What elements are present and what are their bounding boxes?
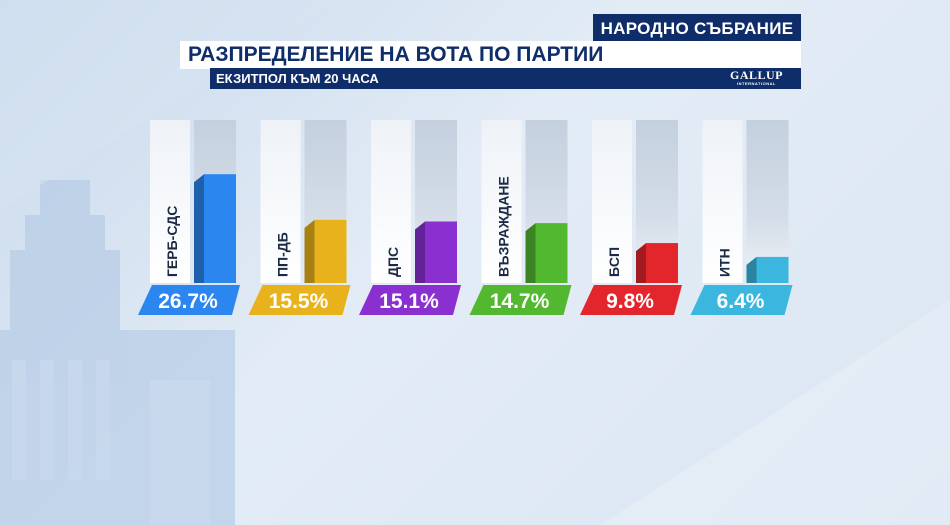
category-label: ДПС	[385, 247, 401, 277]
value-label: 14.7%	[490, 290, 550, 313]
value-badge	[248, 285, 351, 315]
value-badge	[690, 285, 793, 315]
value-badge	[469, 285, 572, 315]
bar-group: ВЪЗРАЖДАНЕ 14.7%	[469, 120, 572, 315]
logo-text: GALLUP	[729, 68, 783, 82]
category-label: БСП	[606, 247, 622, 277]
gallup-logo: GALLUP INTERNATIONAL	[730, 69, 783, 86]
category-tag	[702, 120, 743, 283]
category-label: ВЪЗРАЖДАНЕ	[496, 176, 512, 277]
value-label: 15.1%	[379, 290, 439, 313]
category-tag	[371, 120, 411, 283]
bar	[204, 174, 236, 283]
value-label: 26.7%	[158, 290, 218, 313]
value-label: 9.8%	[606, 290, 654, 313]
bar	[756, 256, 789, 283]
value-badge	[359, 285, 461, 315]
category-tag	[592, 120, 632, 283]
bar-group: ПП-ДБ 15.5%	[248, 120, 351, 315]
bar	[314, 219, 347, 283]
category-tag	[481, 120, 522, 283]
bar-group: ГЕРБ-СДС 26.7%	[138, 120, 240, 315]
value-badge	[138, 285, 240, 315]
value-label: 6.4%	[717, 290, 765, 313]
bar-group: ИТН 6.4%	[690, 120, 793, 315]
bar	[425, 221, 457, 283]
chart-title: РАЗПРЕДЕЛЕНИЕ НА ВОТА ПО ПАРТИИ	[180, 41, 801, 69]
bar-side	[746, 256, 757, 283]
category-tag	[260, 120, 301, 283]
bar-side	[415, 221, 425, 283]
bar-side	[304, 219, 315, 283]
bar-group: БСП 9.8%	[580, 120, 682, 315]
logo-subtext: INTERNATIONAL	[737, 81, 776, 86]
chart-subtitle-bar: ЕКЗИТПОЛ КЪМ 20 ЧАСА GALLUP INTERNATIONA…	[210, 68, 801, 89]
category-label: ГЕРБ-СДС	[164, 206, 180, 277]
bar-track	[746, 120, 789, 283]
section-tag: НАРОДНО СЪБРАНИЕ	[593, 14, 801, 44]
bar-group: ДПС 15.1%	[359, 120, 461, 315]
category-tag	[150, 120, 190, 283]
bar-side	[525, 223, 536, 283]
category-label: ИТН	[717, 248, 733, 277]
value-badge	[580, 285, 682, 315]
value-label: 15.5%	[269, 290, 329, 313]
bar	[535, 223, 568, 283]
bar	[646, 243, 678, 283]
chart-subtitle: ЕКЗИТПОЛ КЪМ 20 ЧАСА	[216, 71, 379, 86]
bar-side	[194, 174, 204, 283]
bar-side	[636, 243, 646, 283]
category-label: ПП-ДБ	[275, 232, 291, 277]
